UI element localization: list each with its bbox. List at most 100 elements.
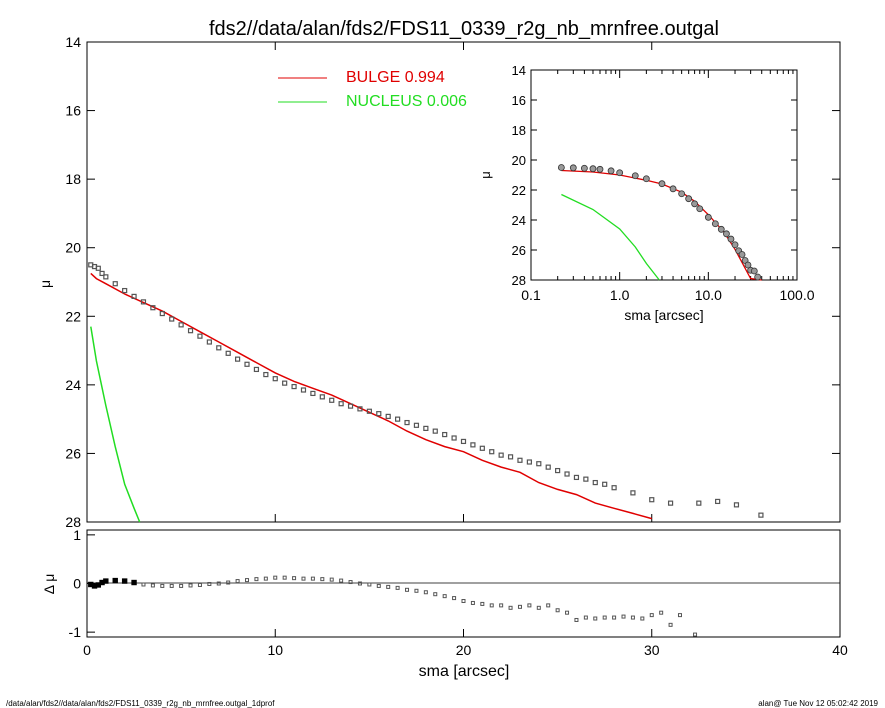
inset-data-point bbox=[607, 167, 615, 175]
main-bulge-line bbox=[90, 272, 652, 520]
main-y-ticks: 14 16 18 20 22 24 26 28 bbox=[65, 34, 841, 530]
main-data-point bbox=[517, 457, 523, 463]
inset-y-axis-label: μ bbox=[478, 171, 493, 179]
main-data-point bbox=[432, 428, 438, 434]
main-data-point bbox=[150, 305, 156, 311]
residual-data-point bbox=[442, 594, 447, 599]
main-data-point bbox=[131, 293, 137, 299]
main-y-tick-label: 24 bbox=[65, 377, 81, 393]
inset-data-point bbox=[704, 213, 712, 221]
main-data-point bbox=[564, 471, 570, 477]
residual-data-point bbox=[263, 576, 268, 581]
main-data-point bbox=[178, 322, 184, 328]
inset-x-axis-label: sma [arcsec] bbox=[624, 307, 703, 323]
main-y-axis-label: μ bbox=[37, 280, 53, 288]
residual-data-point bbox=[499, 603, 504, 608]
main-data-point bbox=[592, 479, 598, 486]
main-data-point bbox=[470, 442, 476, 448]
main-data-point bbox=[366, 408, 372, 414]
residual-x-tick-label: 10 bbox=[267, 642, 283, 658]
inset-data-point bbox=[557, 164, 565, 171]
main-data-point bbox=[99, 270, 105, 277]
main-data-point bbox=[460, 438, 467, 445]
residual-data-point bbox=[565, 610, 570, 615]
inset-series bbox=[557, 164, 762, 281]
footer-file-path: /data/alan/fds2//data/alan/fds2/FDS11_03… bbox=[6, 699, 275, 708]
residual-data-point bbox=[179, 583, 184, 588]
main-data-point bbox=[413, 422, 420, 428]
residual-data-point bbox=[207, 581, 212, 586]
main-data-point bbox=[95, 265, 101, 271]
main-data-point bbox=[536, 461, 542, 467]
residual-x-tick-label: 0 bbox=[83, 642, 91, 658]
main-data-point bbox=[376, 411, 382, 417]
residual-data-point bbox=[329, 577, 334, 582]
residual-data-point bbox=[405, 587, 410, 592]
residual-data-point bbox=[630, 615, 635, 620]
residual-data-point bbox=[536, 605, 541, 610]
residual-x-tick-label: 40 bbox=[832, 642, 848, 658]
inset-panel: 14 16 18 20 22 24 26 28 0.1 1.0 10.0 100.0 μ sma [… bbox=[478, 63, 815, 323]
main-data-point bbox=[649, 497, 655, 503]
residual-data-point bbox=[668, 622, 673, 627]
residual-data-point bbox=[376, 583, 381, 588]
residual-data-point bbox=[659, 610, 664, 615]
main-data-point bbox=[291, 383, 297, 390]
main-data-point bbox=[404, 419, 410, 426]
residual-data-point bbox=[452, 596, 457, 601]
chart-title: fds2//data/alan/fds2/FDS11_0339_r2g_nb_m… bbox=[209, 18, 719, 40]
main-y-tick-label: 16 bbox=[65, 103, 81, 119]
inset-data-point bbox=[750, 267, 758, 275]
main-data-point bbox=[498, 452, 504, 458]
residual-data-point bbox=[169, 583, 174, 588]
main-data-point bbox=[715, 498, 721, 505]
residual-data-point bbox=[693, 632, 698, 637]
residual-data-point bbox=[188, 583, 193, 588]
inset-data-point bbox=[569, 164, 577, 172]
residual-data-point bbox=[150, 583, 155, 588]
inset-data-point bbox=[744, 261, 752, 269]
residual-data-point bbox=[292, 576, 297, 581]
main-data-point bbox=[187, 328, 194, 334]
residual-data-point bbox=[273, 575, 278, 580]
inset-y-tick-label: 28 bbox=[512, 273, 526, 288]
residual-data-point bbox=[131, 579, 137, 586]
inset-data-point bbox=[669, 185, 677, 193]
inset-data-point bbox=[711, 220, 719, 228]
main-panel: 14 16 18 20 22 24 26 28 μ BULGE 0.994 NUCLEUS 0… bbox=[37, 34, 841, 530]
inset-data-point bbox=[754, 273, 762, 281]
residual-y-tick-label: 0 bbox=[73, 576, 81, 592]
inset-data-point bbox=[685, 195, 693, 203]
main-data-point bbox=[216, 345, 222, 351]
residual-data-point bbox=[555, 608, 560, 613]
footer-timestamp: alan@ Tue Nov 12 05:02:42 2019 bbox=[758, 699, 878, 708]
main-data-point bbox=[253, 366, 260, 373]
main-data-point bbox=[479, 445, 485, 451]
residual-points bbox=[88, 575, 698, 637]
residual-data-point bbox=[640, 616, 645, 621]
inset-y-ticks: 14 16 18 20 22 24 26 28 bbox=[512, 63, 797, 288]
main-series bbox=[88, 262, 764, 523]
residual-data-point bbox=[508, 605, 513, 610]
inset-y-tick-label: 26 bbox=[512, 243, 526, 258]
main-data-point bbox=[545, 464, 551, 470]
residual-data-point bbox=[367, 582, 372, 587]
residual-data-point bbox=[103, 578, 109, 584]
main-data-point bbox=[300, 387, 307, 393]
main-data-point bbox=[112, 281, 118, 287]
residual-data-point bbox=[602, 615, 607, 620]
inset-plot-frame bbox=[530, 69, 798, 281]
main-y-tick-label: 18 bbox=[65, 171, 81, 187]
main-data-point bbox=[206, 339, 212, 345]
residual-data-point bbox=[357, 581, 362, 586]
main-data-point bbox=[758, 512, 764, 518]
residual-data-point bbox=[395, 585, 400, 590]
main-data-point bbox=[159, 310, 165, 317]
main-data-point bbox=[140, 299, 147, 305]
inset-data-point bbox=[616, 169, 624, 177]
residual-data-point bbox=[621, 614, 626, 619]
inset-nucleus-line bbox=[561, 193, 660, 281]
residual-data-point bbox=[339, 578, 344, 583]
main-data-point bbox=[329, 397, 335, 403]
